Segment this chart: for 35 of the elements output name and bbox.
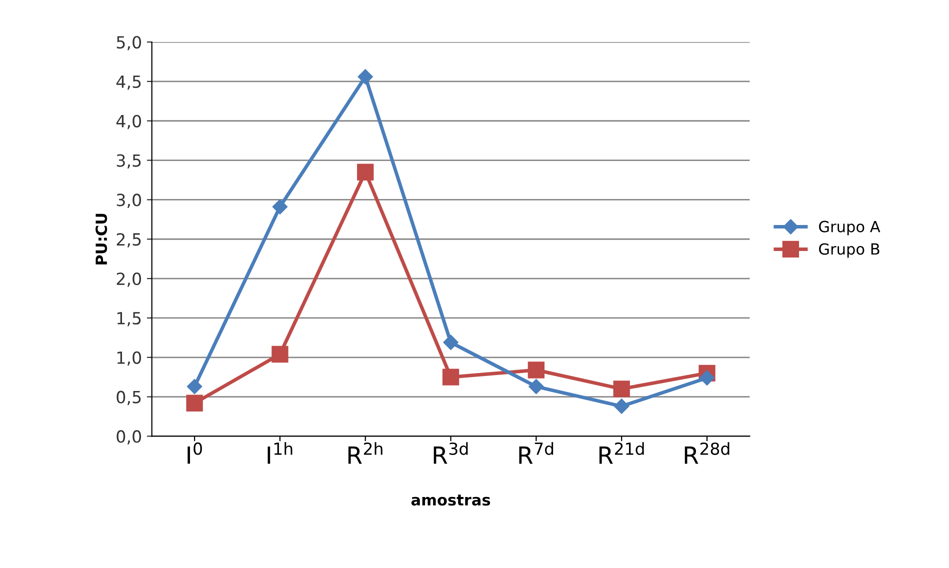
- y-tick-label: 2,5: [116, 233, 141, 248]
- x-axis-title: amostras: [411, 494, 490, 506]
- point: [186, 378, 202, 394]
- x-tick-label: R$^{28d}$: [684, 442, 730, 464]
- y-tick-label: 2,0: [116, 272, 142, 287]
- point: [442, 368, 460, 386]
- point: [357, 164, 374, 180]
- y-tick-label: 3,5: [116, 154, 141, 169]
- legend-label: Grupo B: [819, 243, 880, 258]
- x-tick-label: R$^{2h}$: [348, 442, 382, 464]
- y-tick-label: 5,0: [116, 36, 142, 50]
- y-tick-label: 0,0: [116, 430, 142, 444]
- x-tick-label: R$^{21d}$: [599, 442, 644, 464]
- point: [443, 334, 458, 350]
- point: [272, 199, 288, 214]
- point: [528, 378, 544, 394]
- x-tick-label: R$^{3d}$: [434, 442, 468, 464]
- point: [186, 394, 203, 412]
- y-tick-label: 1,0: [117, 351, 142, 366]
- point: [528, 362, 545, 378]
- y-tick-label: 0,5: [116, 390, 141, 406]
- y-tick-label: 1,5: [117, 312, 141, 326]
- legend-label: Grupo A: [819, 220, 880, 236]
- x-tick-label: I$^{0}$: [188, 442, 202, 464]
- y-tick-label: 4,0: [116, 114, 142, 130]
- point: [614, 398, 630, 414]
- y-tick-label: 4,5: [116, 76, 141, 90]
- y-tick-label: 3,0: [116, 194, 142, 208]
- x-tick-label: R$^{7d}$: [519, 442, 554, 464]
- point: [358, 69, 373, 84]
- point: [272, 346, 288, 363]
- point: [699, 370, 715, 386]
- point: [613, 380, 630, 398]
- x-tick-label: I$^{1h}$: [268, 442, 292, 464]
- y-axis-title: PU:CU: [96, 214, 108, 264]
